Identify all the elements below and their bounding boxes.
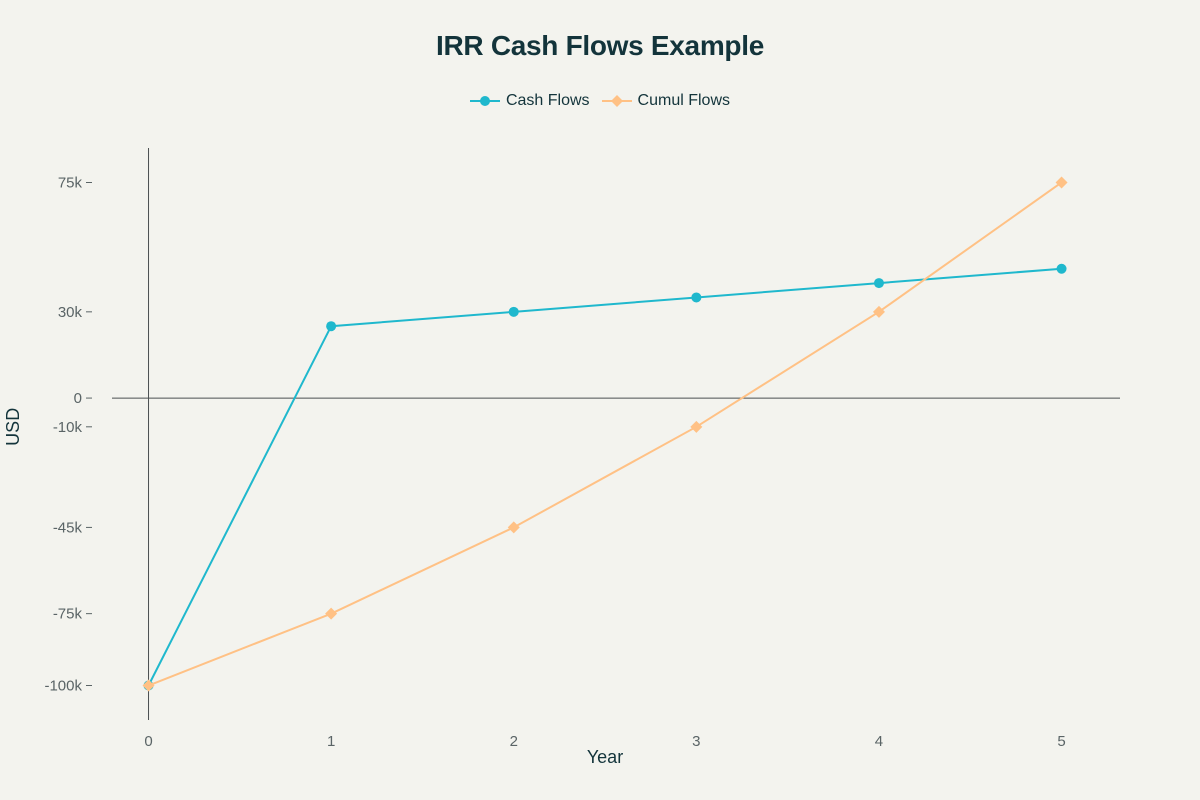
data-point-cumul-flows[interactable] (325, 607, 338, 620)
x-tick-label: 4 (875, 733, 883, 750)
legend-swatch-cash-flows (469, 96, 500, 106)
legend-item-cash-flows[interactable]: Cash Flows (469, 92, 590, 110)
x-axis-title: Year (587, 747, 623, 767)
data-point-cash-flows[interactable] (873, 278, 884, 289)
x-tick-label: 5 (1057, 733, 1065, 750)
y-tick-label: 30k (58, 304, 83, 321)
legend: Cash Flows Cumul Flows (0, 92, 1200, 110)
x-tick-label: 2 (510, 733, 518, 750)
x-tick-label: 3 (692, 733, 700, 750)
data-point-cumul-flows[interactable] (507, 521, 520, 534)
data-point-cash-flows[interactable] (691, 292, 702, 303)
series-line-cumul-flows (148, 181, 1063, 687)
y-tick-label: 0 (74, 390, 82, 407)
legend-item-cumul-flows[interactable]: Cumul Flows (601, 92, 731, 110)
x-tick-label: 1 (327, 733, 335, 750)
y-tick-label: -75k (53, 606, 83, 623)
legend-swatch-cumul-flows (601, 95, 632, 107)
y-axis-title: USD (3, 408, 23, 446)
data-point-cumul-flows[interactable] (142, 679, 155, 692)
y-tick-label: -10k (53, 419, 83, 436)
y-tick-label: 75k (58, 174, 83, 191)
data-point-cash-flows[interactable] (326, 321, 337, 332)
y-tick-label: -100k (44, 678, 82, 695)
legend-label-cumul-flows: Cumul Flows (637, 92, 731, 109)
data-point-cash-flows[interactable] (1056, 263, 1067, 274)
x-tick-label: 0 (144, 733, 152, 750)
data-point-cumul-flows[interactable] (1055, 176, 1068, 189)
chart-title: IRR Cash Flows Example (436, 30, 764, 61)
legend-label-cash-flows: Cash Flows (505, 92, 590, 109)
data-point-cumul-flows[interactable] (872, 305, 885, 318)
series-line-cash-flows (147, 267, 1062, 686)
y-tick-label: -45k (53, 519, 83, 536)
data-point-cumul-flows[interactable] (690, 420, 703, 433)
data-point-cash-flows[interactable] (508, 306, 519, 317)
